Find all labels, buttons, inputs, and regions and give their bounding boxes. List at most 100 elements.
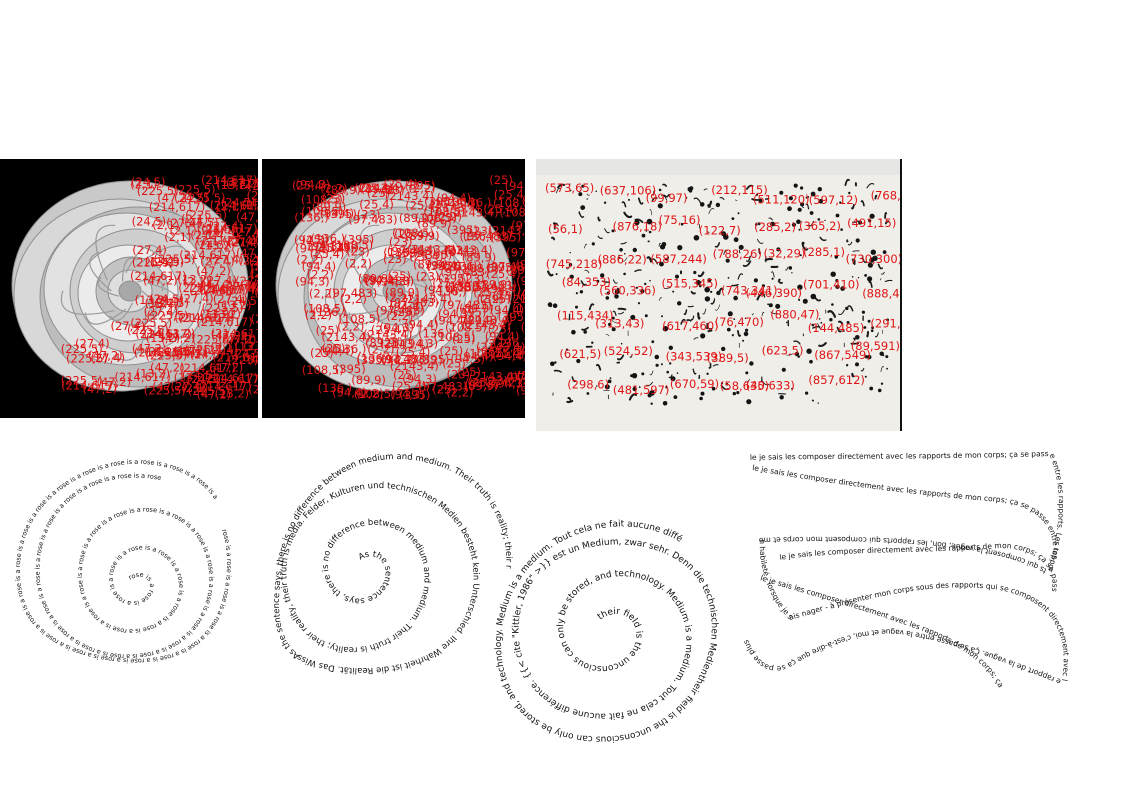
coordinate-label: (108,5) (303, 302, 345, 316)
coordinate-label: (395) (419, 353, 450, 367)
coordinate-label: (395) (399, 388, 430, 402)
coordinate-label: (94,3) (517, 288, 525, 302)
coordinate-label: (597,12) (809, 193, 858, 207)
coordinate-label: (2,1) (196, 234, 223, 248)
coordinate-label: (13,2) (136, 366, 171, 380)
coordinate-label: (2143,4) (385, 189, 434, 203)
coordinate-label: (23) (381, 183, 405, 197)
coordinate-label: (108,5) (512, 301, 525, 315)
coordinate-label: (23) (447, 368, 471, 382)
coordinate-label: (2,2) (484, 336, 511, 350)
coordinate-label: (214,617) (178, 311, 235, 325)
coordinate-label: (27,4) (235, 274, 258, 288)
coordinate-label: (108,5) (445, 280, 487, 294)
coordinate-label: (2,1) (240, 278, 258, 292)
coordinate-label: (2143,4) (431, 200, 480, 214)
coordinate-label: (214,617) (256, 226, 258, 240)
coordinate-label: (515,345) (662, 277, 719, 291)
coordinate-label: (225,5) (66, 351, 108, 365)
coordinate-label: (214,617) (174, 310, 231, 324)
coordinate-label: (225,5) (188, 384, 230, 398)
rose-photo-panel-2: (25,4) (2,2) (2143,4) (136,) (108,5) (94,3) (9… (262, 159, 525, 418)
coordinate-label: (365,2) (799, 219, 841, 233)
coordinate-label: (395) (424, 195, 455, 209)
coordinate-label: (27,4) (218, 331, 253, 345)
coordinate-label: (89,591) (851, 339, 900, 353)
coordinate-label: (560,336) (599, 283, 656, 297)
coordinate-label: (395) (405, 178, 436, 192)
coordinate-label: (13,2) (145, 296, 180, 310)
coordinate-label: (97,483) (463, 229, 512, 243)
coordinate-label: (2,2) (367, 343, 394, 357)
coordinate-label: (2,2) (408, 181, 435, 195)
coordinate-label: (47,2) (247, 352, 258, 366)
coordinate-label: (446,390) (746, 286, 803, 300)
coordinate-label: (23) (444, 243, 468, 257)
medium-spiral-text-outer: As the sentence says, there is no differ… (0, 430, 513, 661)
ink-painting-labels: (573,65) (637,106)(99,97) (212,115)(511,12… (545, 181, 900, 397)
rose-1-left-labels: (214,617)(225,5)(47,2)(27,4)(214,617)(22… (61, 319, 192, 396)
coordinate-label: (214,617) (179, 361, 236, 375)
coordinate-label: (23) (433, 211, 457, 225)
coordinate-label: (2,1) (216, 376, 243, 390)
coordinate-label: (89,9) (464, 379, 499, 393)
coordinate-label: (89,9) (463, 313, 498, 327)
coordinate-label: (730,300) (846, 252, 900, 266)
coordinate-label: (25) (316, 324, 340, 338)
coordinate-label: (94,3) (294, 233, 329, 247)
coordinate-label: (395) (426, 259, 457, 273)
coordinate-label: (136,) (324, 240, 359, 254)
coordinate-label: (97,483) (376, 304, 425, 318)
coordinate-label: (2,2) (296, 253, 323, 267)
coordinate-label: (89,9) (351, 373, 386, 387)
coordinate-label: (2143,4) (449, 206, 498, 220)
coordinate-label: (637,106) (600, 183, 657, 197)
coordinate-label: (108,5) (445, 321, 487, 335)
coordinate-label: (214,617) (61, 378, 118, 392)
coordinate-label: (2,1) (197, 224, 224, 238)
coordinate-label: (23) (393, 305, 417, 319)
coordinate-label: (25,4) (359, 197, 394, 211)
coordinate-label: (214,617) (199, 283, 256, 297)
coordinate-label: (24,5) (171, 347, 206, 361)
coordinate-label: (47,2) (222, 333, 257, 347)
coordinate-label: (886,22) (598, 253, 647, 267)
coordinate-label: (2,2) (386, 309, 413, 323)
coordinate-label: (56,1) (548, 222, 583, 236)
coordinate-label: (94,4) (295, 241, 330, 255)
coordinate-label: (94,3) (376, 275, 411, 289)
coordinate-label: (13,2) (161, 326, 196, 340)
coordinate-label: (25,4) (396, 345, 431, 359)
coordinate-label: (2,1) (190, 228, 217, 242)
rose-spiral-path-text-outer: rose is a rose is a rose is a rose is a … (0, 430, 233, 665)
coordinate-label: (24,5) (251, 351, 258, 365)
coordinate-label: (2,1) (249, 266, 258, 280)
coordinate-label: (24,5) (187, 372, 222, 386)
coordinate-label: (225,5) (252, 229, 258, 243)
coordinate-label: (395) (490, 230, 521, 244)
coordinate-label: (2,2) (517, 369, 525, 383)
coordinate-label: (24,5) (248, 383, 258, 397)
coordinate-label: (23) (322, 192, 346, 206)
coordinate-label: (13,2) (217, 298, 252, 312)
coordinate-label: (13,2) (146, 331, 181, 345)
coordinate-label: (23) (383, 252, 407, 266)
coordinate-label: (2143,4) (380, 337, 429, 351)
coordinate-label: (136,) (445, 279, 480, 293)
coordinate-label: (225,5) (144, 384, 186, 398)
coordinate-label: (2,2) (307, 267, 334, 281)
text-spirals: rose is a rose is a rose is a rose is a … (0, 430, 1071, 744)
coordinate-label: (136,) (453, 280, 488, 294)
coordinate-label: (115,434) (557, 309, 614, 323)
coordinate-label: (214,617) (149, 200, 206, 214)
coordinate-label: (136,) (294, 210, 329, 224)
coordinate-label: (89,9) (365, 336, 400, 350)
coordinate-label: (23) (331, 241, 355, 255)
coordinate-label: (27,4) (200, 255, 235, 269)
coordinate-label: (395) (455, 306, 486, 320)
coordinate-label: (47,2) (254, 285, 258, 299)
coordinate-label: (395) (421, 248, 452, 262)
coordinate-label: (214,617) (228, 236, 258, 250)
coordinate-label: (573,65) (545, 181, 594, 195)
coordinate-label: (225,5) (257, 205, 258, 219)
